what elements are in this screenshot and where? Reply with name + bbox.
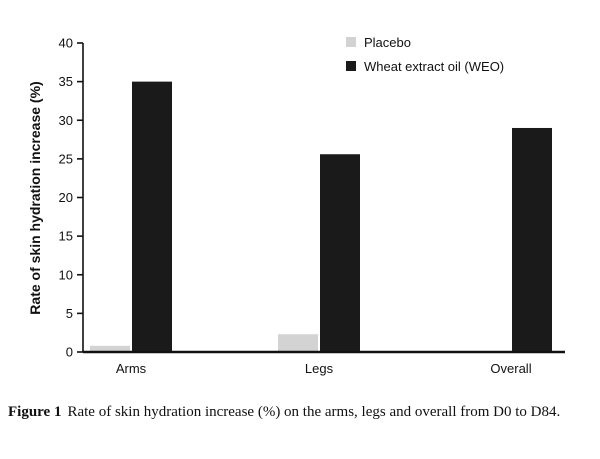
x-category-label: Legs [305, 361, 334, 376]
bar-weo-arms [132, 81, 172, 352]
y-tick-label: 10 [59, 267, 73, 282]
y-tick-label: 15 [59, 229, 73, 244]
figure-caption: Figure 1 Rate of skin hydration increase … [8, 402, 592, 423]
y-tick-label: 35 [59, 74, 73, 89]
bars [90, 81, 552, 352]
chart: Rate of skin hydration increase (%) 0 5 10… [27, 35, 565, 376]
y-tick-label: 0 [66, 345, 73, 360]
y-tick-label: 30 [59, 113, 73, 128]
bar-chart: Rate of skin hydration increase (%) 0 5 10… [27, 35, 565, 376]
y-tick-label: 5 [66, 306, 73, 321]
y-tick-label: 20 [59, 190, 73, 205]
x-axis-categories: Arms Legs Overall [116, 361, 532, 376]
y-axis-ticks: 0 5 10 15 20 25 30 35 40 [59, 36, 83, 360]
y-tick-label: 25 [59, 151, 73, 166]
legend-label: Placebo [364, 35, 411, 50]
legend: Placebo Wheat extract oil (WEO) [346, 35, 504, 74]
x-category-label: Overall [490, 361, 531, 376]
legend-swatch [346, 61, 356, 71]
y-tick-label: 40 [59, 36, 73, 51]
legend-swatch [346, 37, 356, 47]
bar-weo-overall [512, 127, 552, 352]
bar-weo-legs [320, 154, 360, 352]
bar-placebo-legs [278, 334, 318, 352]
x-category-label: Arms [116, 361, 147, 376]
figure-caption-text: Rate of skin hydration increase (%) on t… [67, 404, 561, 420]
legend-label: Wheat extract oil (WEO) [364, 59, 504, 74]
figure-label: Figure 1 [8, 404, 62, 420]
y-axis-label: Rate of skin hydration increase (%) [27, 81, 43, 314]
bar-placebo-arms [90, 345, 130, 352]
